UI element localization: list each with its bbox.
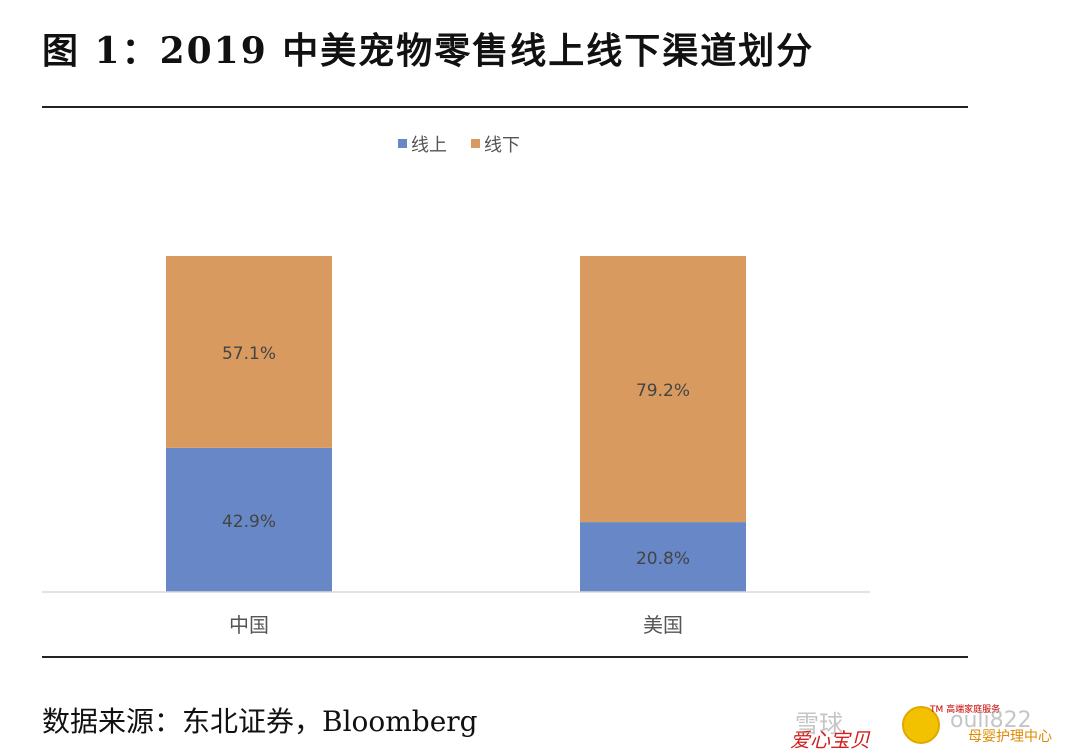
x-tick-label: 美国 [643, 613, 683, 637]
data-label: 57.1% [222, 344, 276, 364]
watermark-platform: 雪球 [795, 710, 843, 738]
bar-online-0 [166, 447, 332, 592]
watermark-id: ouli822 [950, 708, 1032, 733]
watermark-brand: 爱心宝贝 [790, 728, 870, 752]
x-tick-label: 中国 [229, 613, 269, 637]
bottom-rule [42, 656, 968, 658]
legend-label: 线下 [484, 135, 520, 156]
data-label: 20.8% [636, 549, 690, 569]
data-label: 42.9% [222, 512, 276, 532]
stacked-bar-chart: 42.9% 57.1% 中国 20.8% 79.2% 美国 线上 线下 [42, 135, 870, 637]
legend-swatch [398, 139, 407, 148]
figure-title: 图 1：2019 中美宠物零售线上线下渠道划分 [42, 30, 815, 72]
legend-label: 线上 [411, 135, 447, 156]
watermark-logo-icon [902, 706, 940, 744]
bar-online-1 [580, 522, 746, 592]
data-label: 79.2% [636, 381, 690, 401]
watermark-tm: TM 高端家庭服务 [930, 705, 1001, 715]
watermark-sub: 母婴护理中心 [968, 729, 1052, 745]
top-rule [42, 106, 968, 108]
watermark: 雪球 TM 高端家庭服务 ouli822 爱心宝贝 母婴护理中心 [790, 700, 1075, 752]
bar-offline-1 [580, 256, 746, 523]
bar-offline-0 [166, 256, 332, 448]
legend-swatch [471, 139, 480, 148]
source-note: 数据来源：东北证券，Bloomberg [42, 705, 478, 738]
